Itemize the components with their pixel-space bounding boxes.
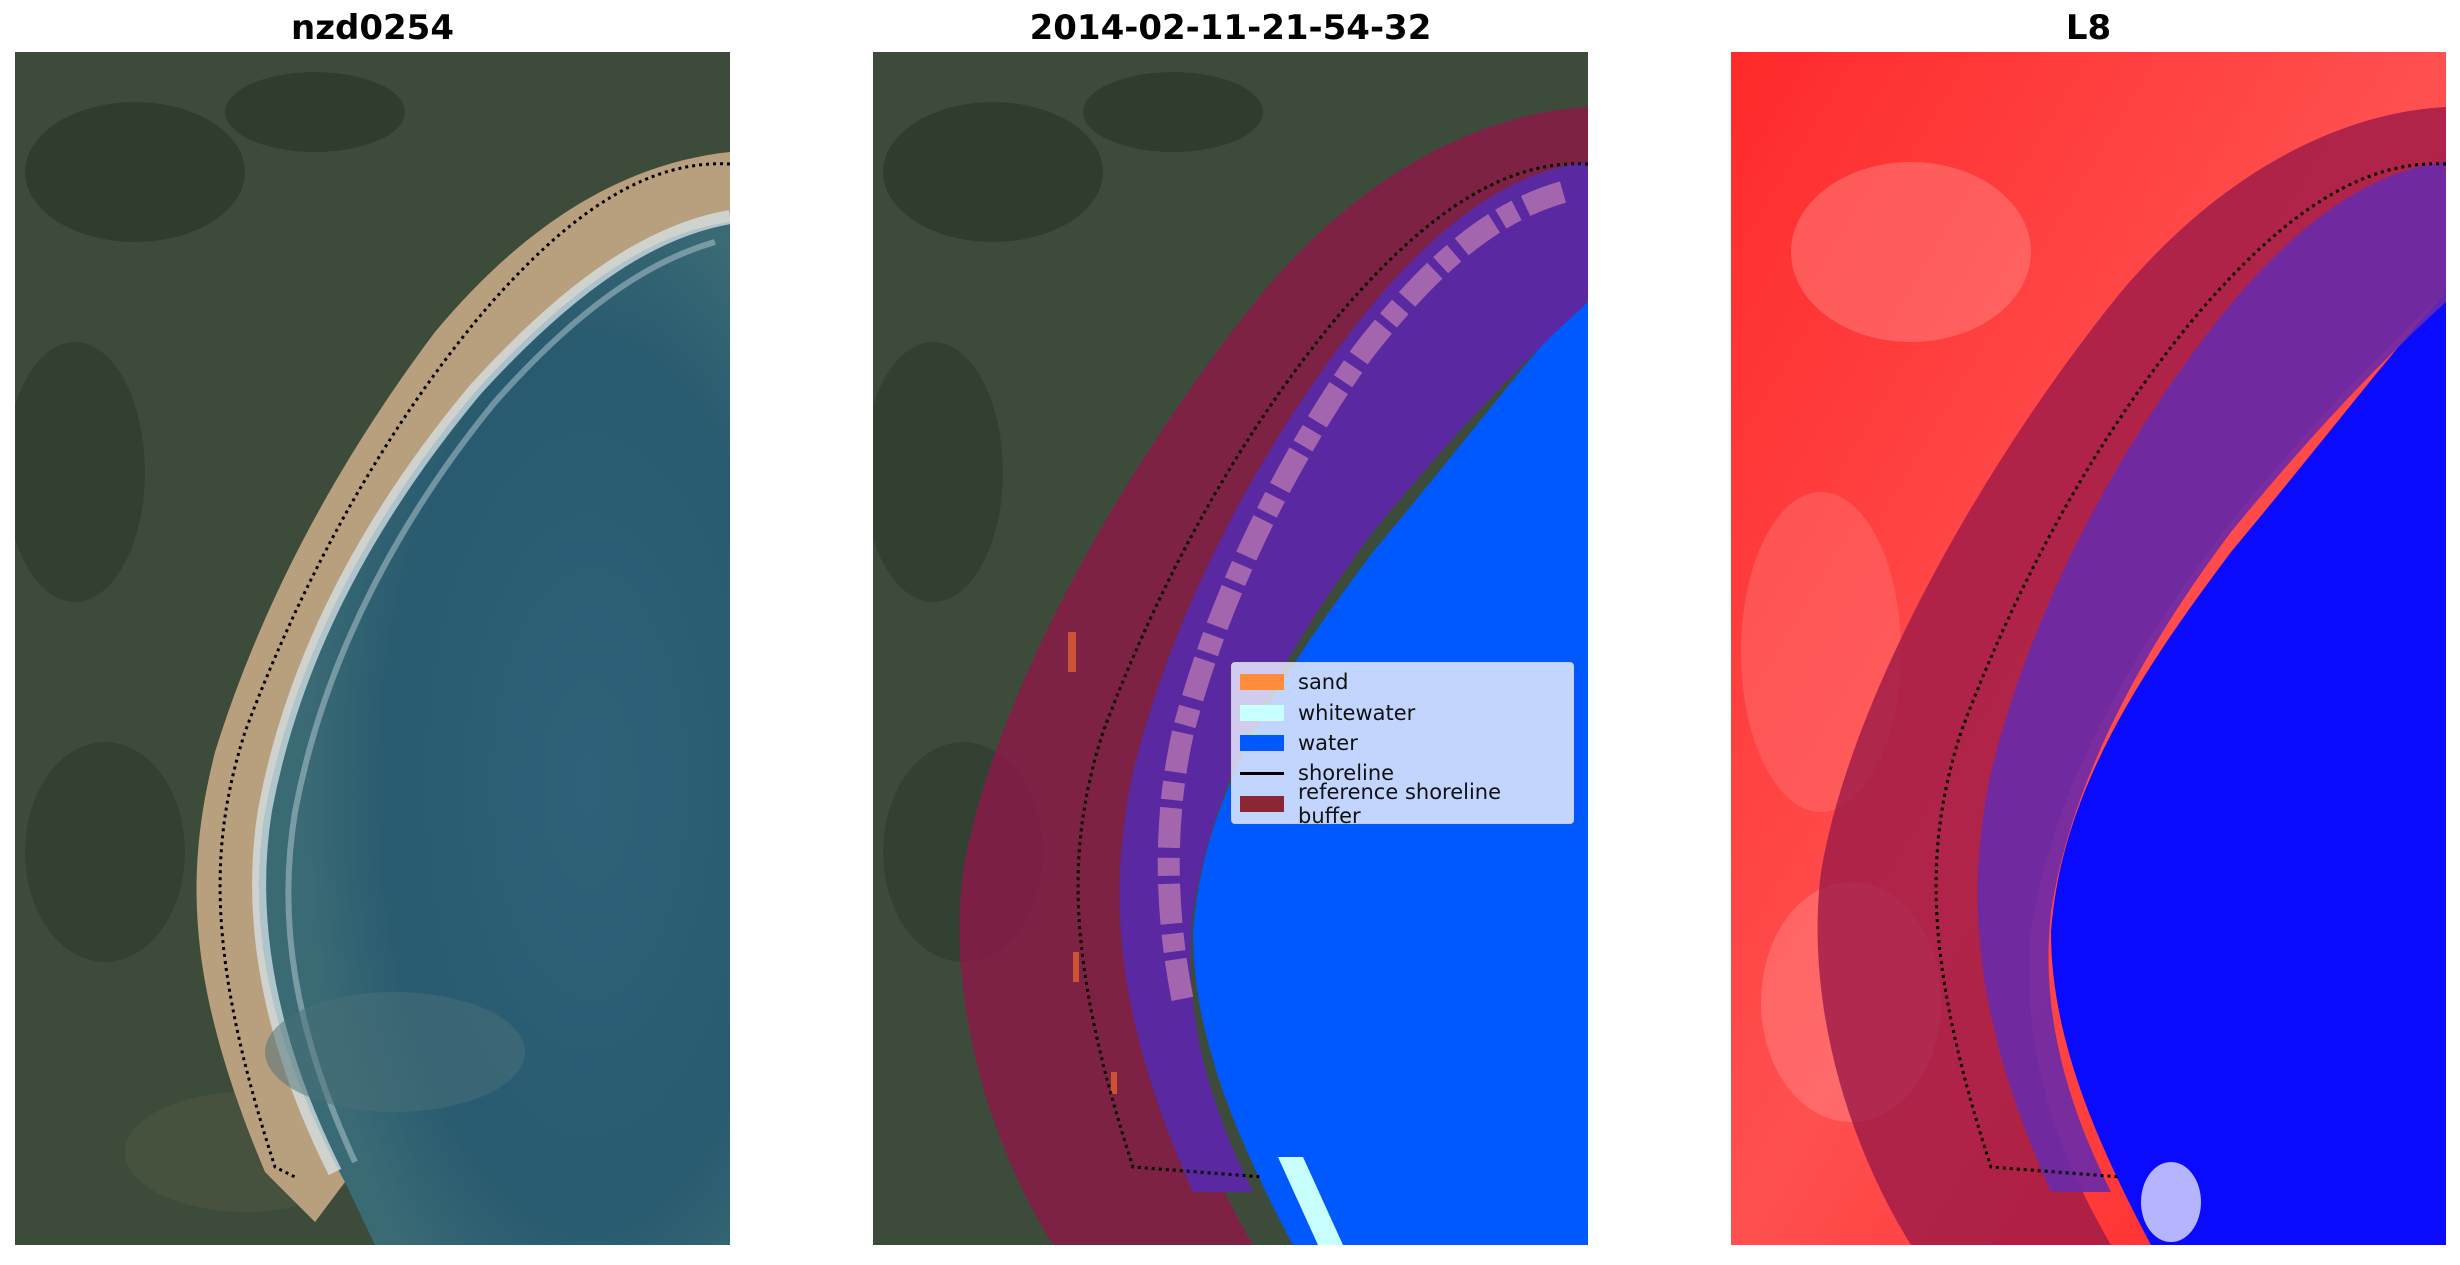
sand-class	[1111, 1072, 1117, 1094]
whitewater-swatch	[1240, 704, 1284, 721]
terrain-patch	[15, 342, 145, 602]
buffer-water-overlap	[1977, 162, 2446, 1192]
surf-zone	[285, 239, 716, 1164]
legend-label: whitewater	[1298, 700, 1416, 725]
panel-title-rgb: nzd0254	[291, 8, 454, 48]
surf-zone	[252, 210, 730, 1176]
legend-item-sand: sand	[1240, 667, 1565, 697]
shoreline-swatch	[1240, 771, 1284, 775]
terrain-patch	[25, 102, 245, 242]
terrain-patch	[1083, 72, 1263, 152]
terrain-patch	[873, 342, 1003, 602]
shoreline-line	[218, 162, 730, 1179]
sea-area	[258, 222, 730, 1245]
buffer-whitewater-overlap	[1157, 181, 1567, 1005]
index-variation	[1791, 162, 2031, 342]
terrain-patch	[25, 742, 185, 962]
shoreline-line	[1076, 162, 1588, 1179]
index-image	[1731, 52, 2446, 1245]
whitewater-class	[1278, 1157, 1343, 1245]
panel-title-index: L8	[2065, 8, 2112, 48]
beach-sand	[196, 152, 730, 1222]
sediment-plume	[265, 992, 525, 1112]
sand-class	[1068, 632, 1076, 672]
classified-image-panel	[873, 52, 1588, 1245]
legend-item-shoreline: shoreline	[1240, 758, 1565, 788]
index-image-panel	[1731, 52, 2446, 1245]
whitewater-index	[2141, 1162, 2201, 1242]
panel-title-classified: 2014-02-11-21-54-32	[1029, 8, 1432, 48]
rgb-satellite-image	[15, 52, 730, 1245]
classified-image	[873, 52, 1588, 1245]
legend-label: reference shoreline buffer	[1298, 779, 1502, 828]
legend-label: sand	[1298, 670, 1349, 695]
sand-class	[1073, 952, 1079, 982]
legend-label: water	[1298, 730, 1358, 755]
water-index	[2051, 292, 2446, 1245]
terrain-patch	[883, 102, 1103, 242]
legend-label: shoreline	[1298, 761, 1395, 786]
map-legend: sand whitewater water shoreline referenc…	[1231, 662, 1574, 828]
shoreline-line	[1934, 162, 2446, 1179]
legend-item-water: water	[1240, 728, 1565, 758]
legend-item-whitewater: whitewater	[1240, 697, 1565, 727]
water-swatch	[1240, 734, 1284, 751]
rgb-image-panel	[15, 52, 730, 1245]
legend-item-buffer: reference shoreline buffer	[1240, 780, 1565, 828]
buffer-swatch	[1240, 795, 1284, 812]
terrain-patch	[225, 72, 405, 152]
sand-swatch	[1240, 674, 1284, 691]
